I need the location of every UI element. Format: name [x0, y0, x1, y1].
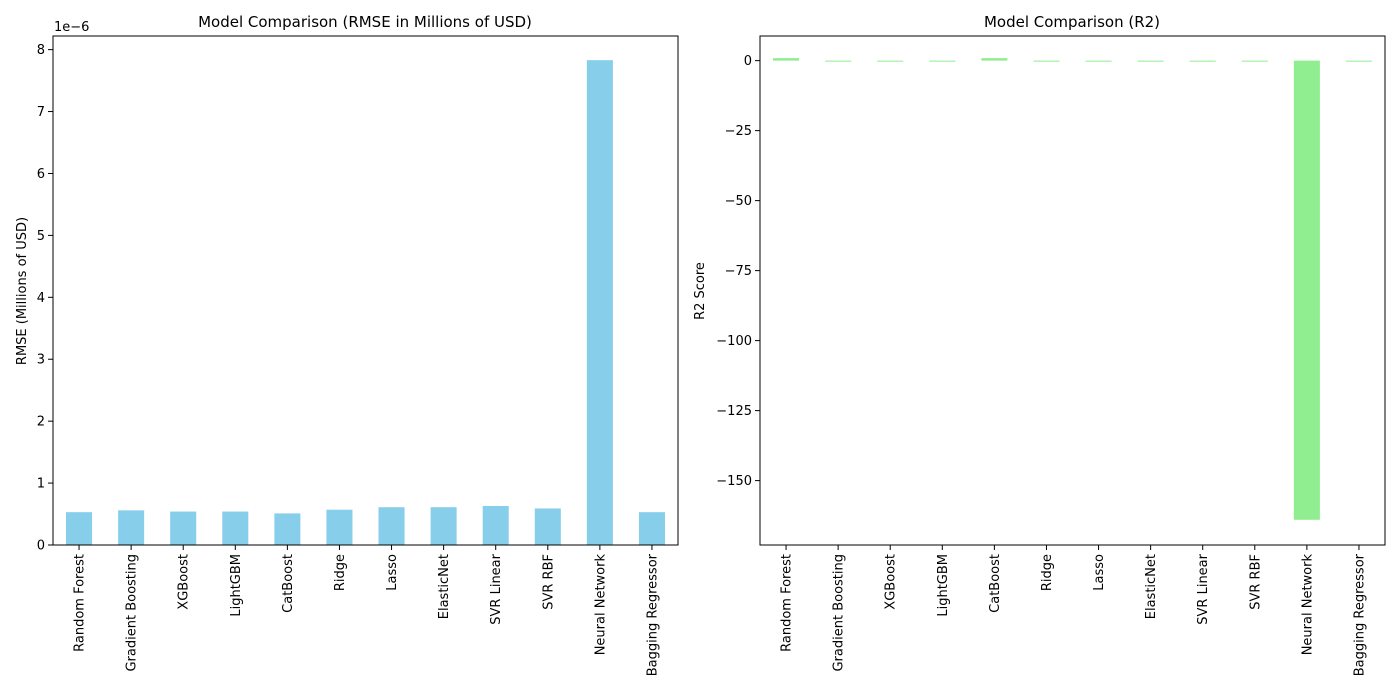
rmse-chart-title: Model Comparison (RMSE in Millions of US… [198, 13, 532, 31]
r2-x-tick-label: ElasticNet [1144, 554, 1159, 619]
r2-bar [1293, 60, 1320, 520]
r2-x-tick-label: Lasso [1092, 554, 1107, 591]
r2-x-tick-label: Ridge [1040, 554, 1055, 591]
r2-bar [773, 58, 800, 61]
rmse-bar [586, 60, 613, 546]
rmse-bar [482, 505, 509, 545]
r2-bar [929, 60, 956, 62]
r2-bar [1241, 60, 1268, 62]
r2-x-tick-label: Random Forest [780, 554, 795, 652]
rmse-x-tick-label: Gradient Boosting [125, 554, 140, 672]
rmse-x-tick-label: Random Forest [73, 554, 88, 652]
rmse-x-tick-label: Ridge [333, 554, 348, 591]
rmse-bar [170, 511, 197, 545]
rmse-y-tick-label: 8 [37, 43, 45, 58]
r2-x-tick-label: SVR RBF [1248, 554, 1263, 610]
r2-x-tick-label: CatBoost [988, 554, 1003, 613]
rmse-x-tick-label: Neural Network [593, 554, 608, 656]
r2-bar [877, 60, 904, 62]
r2-y-tick-label: −25 [725, 124, 752, 139]
r2-y-tick-label: −100 [716, 334, 752, 349]
r2-y-tick-label: −125 [716, 404, 752, 419]
rmse-bar [378, 507, 405, 545]
rmse-y-tick-label: 6 [37, 167, 45, 182]
rmse-x-tick-label: SVR RBF [541, 554, 556, 610]
rmse-y-tick-label: 4 [37, 291, 45, 306]
r2-x-tick-label: SVR Linear [1196, 553, 1211, 624]
rmse-x-tick-label: Bagging Regressor [645, 553, 660, 676]
rmse-y-tick-label: 3 [37, 353, 45, 368]
rmse-chart: Model Comparison (RMSE in Millions of US… [15, 13, 679, 676]
r2-x-tick-label: LightGBM [936, 554, 951, 617]
r2-y-tick-label: 0 [744, 54, 752, 69]
r2-y-axis-label: R2 Score [693, 262, 708, 320]
r2-y-tick-label: −50 [725, 194, 752, 209]
r2-bar [1033, 60, 1060, 62]
r2-bar [1137, 60, 1164, 62]
rmse-bar [66, 512, 93, 545]
rmse-x-tick-label: CatBoost [281, 554, 296, 613]
r2-bar [981, 58, 1008, 61]
r2-bar [1345, 60, 1372, 62]
rmse-plot-frame [52, 35, 679, 546]
r2-bar [1189, 60, 1216, 62]
r2-chart-title: Model Comparison (R2) [984, 13, 1160, 31]
rmse-x-tick-label: XGBoost [177, 554, 192, 610]
rmse-y-tick-label: 2 [37, 415, 45, 430]
rmse-bar [430, 507, 457, 545]
r2-y-tick-label: −150 [716, 474, 752, 489]
rmse-y-tick-label: 5 [37, 229, 45, 244]
rmse-y-tick-label: 7 [37, 105, 45, 120]
r2-bar [1085, 60, 1112, 62]
rmse-bar [326, 509, 353, 545]
rmse-x-tick-label: SVR Linear [489, 553, 504, 624]
rmse-y-axis-label: RMSE (Millions of USD) [15, 217, 30, 365]
rmse-bar [274, 513, 301, 545]
r2-x-tick-label: XGBoost [884, 554, 899, 610]
rmse-bar [222, 511, 249, 545]
r2-y-tick-label: −75 [725, 264, 752, 279]
rmse-y-tick-label: 0 [37, 539, 45, 554]
rmse-scale-note: 1e−6 [54, 20, 89, 35]
r2-bar [825, 60, 852, 62]
r2-plot-frame [759, 35, 1386, 546]
r2-chart: Model Comparison (R2) R2 Score 0 −25 −50 −7… [693, 13, 1386, 676]
rmse-x-tick-label: ElasticNet [437, 554, 452, 619]
r2-x-tick-label: Neural Network [1300, 554, 1315, 656]
rmse-bar [638, 512, 665, 545]
rmse-bar [534, 508, 561, 545]
rmse-y-tick-label: 1 [37, 477, 45, 492]
rmse-x-tick-label: LightGBM [229, 554, 244, 617]
r2-x-tick-label: Gradient Boosting [832, 554, 847, 672]
rmse-x-tick-label: Lasso [385, 554, 400, 591]
rmse-bar [118, 510, 145, 545]
r2-x-tick-label: Bagging Regressor [1352, 553, 1367, 676]
